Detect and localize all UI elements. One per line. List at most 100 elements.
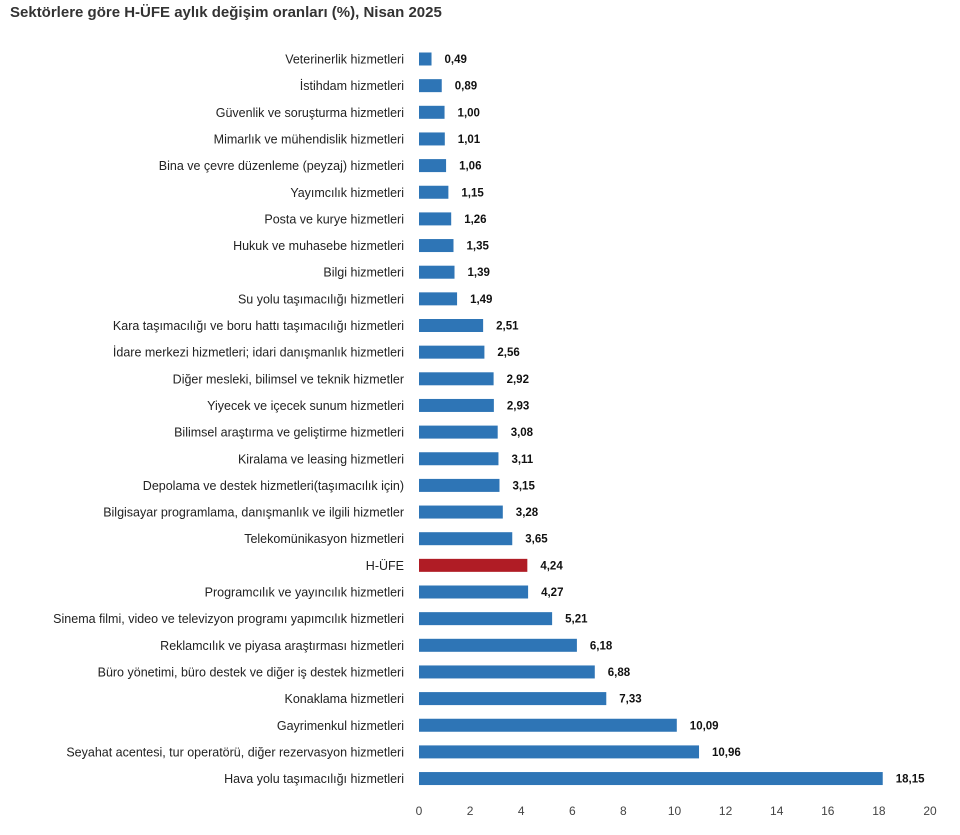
category-label: Bilimsel araştırma ve geliştirme hizmetl… bbox=[174, 426, 404, 440]
x-tick-label: 18 bbox=[872, 804, 886, 818]
value-label: 4,24 bbox=[540, 560, 563, 572]
value-label: 2,93 bbox=[507, 400, 529, 412]
x-tick-label: 16 bbox=[821, 804, 835, 818]
category-label: H-ÜFE bbox=[366, 559, 404, 573]
value-label: 7,33 bbox=[619, 694, 641, 706]
value-label: 3,15 bbox=[512, 480, 535, 492]
category-label: Reklamcılık ve piyasa araştırması hizmet… bbox=[160, 639, 404, 653]
bar bbox=[419, 585, 529, 599]
category-label: Posta ve kurye hizmetleri bbox=[264, 212, 404, 226]
bar bbox=[419, 718, 677, 732]
category-label: İdare merkezi hizmetleri; idari danışman… bbox=[113, 346, 404, 360]
value-label: 10,09 bbox=[690, 720, 719, 732]
category-label: Kara taşımacılığı ve boru hattı taşımacı… bbox=[113, 319, 404, 333]
category-label: Programcılık ve yayıncılık hizmetleri bbox=[205, 586, 404, 600]
chart-title: Sektörlere göre H-ÜFE aylık değişim oran… bbox=[10, 4, 442, 21]
bar-highlight bbox=[419, 558, 528, 572]
value-label: 1,39 bbox=[468, 267, 490, 279]
x-tick-label: 0 bbox=[416, 804, 423, 818]
value-label: 6,18 bbox=[590, 640, 613, 652]
category-label: Büro yönetimi, büro destek ve diğer iş d… bbox=[98, 665, 404, 679]
x-tick-label: 4 bbox=[518, 804, 525, 818]
value-label: 2,56 bbox=[497, 347, 519, 359]
category-label: Seyahat acentesi, tur operatörü, diğer r… bbox=[66, 745, 404, 759]
category-label: İstihdam hizmetleri bbox=[300, 79, 404, 93]
value-label: 1,26 bbox=[464, 214, 486, 226]
category-label: Yiyecek ve içecek sunum hizmetleri bbox=[207, 399, 404, 413]
x-tick-label: 10 bbox=[668, 804, 682, 818]
category-label: Güvenlik ve soruşturma hizmetleri bbox=[216, 106, 404, 120]
value-label: 0,49 bbox=[445, 54, 467, 66]
value-label: 1,00 bbox=[458, 107, 480, 119]
value-label: 3,08 bbox=[511, 427, 534, 439]
bar bbox=[419, 52, 432, 66]
category-label: Bilgisayar programlama, danışmanlık ve i… bbox=[103, 506, 404, 520]
bar bbox=[419, 665, 595, 679]
value-label: 1,06 bbox=[459, 161, 481, 173]
bar bbox=[419, 159, 447, 173]
category-label: Depolama ve destek hizmetleri(taşımacılı… bbox=[143, 479, 404, 493]
bar bbox=[419, 372, 494, 386]
value-label: 1,15 bbox=[461, 187, 484, 199]
category-label: Bina ve çevre düzenleme (peyzaj) hizmetl… bbox=[159, 159, 404, 173]
bar bbox=[419, 265, 455, 279]
value-label: 1,49 bbox=[470, 294, 492, 306]
category-label: Kiralama ve leasing hizmetleri bbox=[238, 452, 404, 466]
category-label: Diğer mesleki, bilimsel ve teknik hizmet… bbox=[173, 372, 404, 386]
x-tick-label: 8 bbox=[620, 804, 627, 818]
category-label: Sinema filmi, video ve televizyon progra… bbox=[53, 612, 404, 626]
bar bbox=[419, 692, 607, 706]
value-label: 10,96 bbox=[712, 747, 741, 759]
value-label: 0,89 bbox=[455, 81, 477, 93]
category-label: Telekomünikasyon hizmetleri bbox=[244, 532, 404, 546]
value-label: 18,15 bbox=[896, 774, 925, 786]
category-label: Hava yolu taşımacılığı hizmetleri bbox=[224, 772, 404, 786]
bar bbox=[419, 239, 454, 253]
bar bbox=[419, 505, 503, 519]
category-label: Su yolu taşımacılığı hizmetleri bbox=[238, 292, 404, 306]
bar bbox=[419, 105, 445, 119]
x-tick-label: 12 bbox=[719, 804, 733, 818]
value-label: 5,21 bbox=[565, 614, 588, 626]
bar bbox=[419, 532, 513, 546]
bar bbox=[419, 612, 553, 626]
value-label: 2,51 bbox=[496, 321, 519, 333]
value-labels: 0,49 0,89 1,00 1,01 1,06 1,15 1,26 1,35 1,39 1,49… bbox=[445, 54, 926, 786]
bar bbox=[419, 398, 494, 412]
bar bbox=[419, 345, 485, 359]
bar bbox=[419, 292, 458, 306]
value-label: 1,35 bbox=[466, 241, 489, 253]
x-tick-label: 20 bbox=[923, 804, 937, 818]
x-tick-label: 2 bbox=[467, 804, 474, 818]
bar bbox=[419, 79, 442, 93]
bar bbox=[419, 319, 484, 332]
bars bbox=[419, 52, 883, 786]
bar bbox=[419, 425, 498, 439]
x-axis: 0 2 4 6 8 10 12 14 16 18 20 bbox=[416, 804, 937, 818]
x-tick-label: 6 bbox=[569, 804, 576, 818]
category-label: Yayımcılık hizmetleri bbox=[290, 186, 404, 200]
bar bbox=[419, 132, 445, 146]
category-label: Gayrimenkul hizmetleri bbox=[277, 719, 404, 733]
bar bbox=[419, 185, 449, 199]
value-label: 6,88 bbox=[608, 667, 631, 679]
x-tick-label: 14 bbox=[770, 804, 784, 818]
value-label: 3,65 bbox=[525, 534, 548, 546]
category-label: Bilgi hizmetleri bbox=[323, 266, 404, 280]
value-label: 1,01 bbox=[458, 134, 481, 146]
bar bbox=[419, 638, 577, 652]
bar bbox=[419, 772, 883, 786]
category-label: Konaklama hizmetleri bbox=[285, 692, 405, 706]
category-label: Veterinerlik hizmetleri bbox=[285, 53, 404, 67]
bar bbox=[419, 745, 700, 759]
bar bbox=[419, 212, 452, 226]
value-label: 2,92 bbox=[507, 374, 529, 386]
value-label: 4,27 bbox=[541, 587, 563, 599]
category-labels: Veterinerlik hizmetleri İstihdam hizmetle… bbox=[53, 53, 404, 787]
category-label: Hukuk ve muhasebe hizmetleri bbox=[233, 239, 404, 253]
value-label: 3,11 bbox=[511, 454, 533, 466]
bar bbox=[419, 478, 500, 492]
bar bbox=[419, 452, 499, 466]
category-label: Mimarlık ve mühendislik hizmetleri bbox=[214, 132, 404, 146]
